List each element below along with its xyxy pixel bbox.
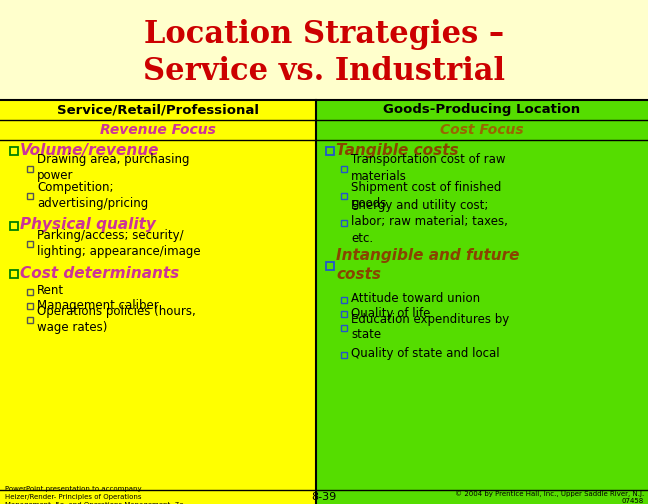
Text: Service vs. Industrial: Service vs. Industrial — [143, 56, 505, 88]
Text: Service/Retail/Professional: Service/Retail/Professional — [57, 103, 259, 116]
Text: Competition;
advertising/pricing: Competition; advertising/pricing — [37, 180, 148, 210]
Bar — [10, 270, 18, 278]
Bar — [10, 222, 18, 230]
Text: Energy and utility cost;
labor; raw material; taxes,
etc.: Energy and utility cost; labor; raw mate… — [351, 200, 508, 244]
Text: Quality of life: Quality of life — [351, 306, 430, 320]
Bar — [341, 325, 347, 331]
Text: 8-39: 8-39 — [312, 492, 336, 502]
Bar — [27, 241, 33, 247]
Bar — [341, 311, 347, 317]
Text: Intangible and future
costs: Intangible and future costs — [336, 248, 520, 282]
Bar — [341, 297, 347, 303]
Bar — [326, 262, 334, 270]
Bar — [10, 147, 18, 155]
Bar — [316, 100, 648, 504]
Text: Drawing area, purchasing
power: Drawing area, purchasing power — [37, 154, 189, 182]
Bar — [0, 100, 316, 504]
Bar — [27, 289, 33, 295]
Text: Attitude toward union: Attitude toward union — [351, 292, 480, 305]
Bar — [341, 193, 347, 199]
Bar — [341, 352, 347, 358]
Bar — [341, 220, 347, 226]
Bar — [27, 317, 33, 323]
Text: Tangible costs: Tangible costs — [336, 143, 459, 157]
Text: Volume/revenue: Volume/revenue — [20, 143, 159, 157]
Text: Transportation cost of raw
materials: Transportation cost of raw materials — [351, 154, 505, 182]
Text: Location Strategies –: Location Strategies – — [144, 20, 504, 50]
Bar — [27, 303, 33, 309]
Text: Goods-Producing Location: Goods-Producing Location — [384, 103, 581, 116]
Text: Cost Focus: Cost Focus — [440, 123, 524, 137]
Bar — [27, 193, 33, 199]
Text: Education expenditures by
state: Education expenditures by state — [351, 312, 509, 342]
Bar — [27, 166, 33, 172]
Text: © 2004 by Prentice Hall, Inc., Upper Saddle River, N.J.
07458: © 2004 by Prentice Hall, Inc., Upper Sad… — [455, 490, 644, 504]
Text: Operations policies (hours,
wage rates): Operations policies (hours, wage rates) — [37, 304, 196, 334]
Text: Physical quality: Physical quality — [20, 218, 156, 232]
Text: Rent: Rent — [37, 284, 64, 297]
Text: Management caliber: Management caliber — [37, 298, 159, 311]
Text: PowerPoint presentation to accompany
Heizer/Render- Principles of Operations
Man: PowerPoint presentation to accompany Hei… — [5, 486, 183, 504]
Text: Parking/access; security/
lighting; appearance/image: Parking/access; security/ lighting; appe… — [37, 228, 201, 258]
Bar — [341, 166, 347, 172]
Text: Cost determinants: Cost determinants — [20, 266, 179, 281]
Text: Shipment cost of finished
goods: Shipment cost of finished goods — [351, 180, 502, 210]
Text: Quality of state and local: Quality of state and local — [351, 347, 500, 360]
Text: Revenue Focus: Revenue Focus — [100, 123, 216, 137]
Bar — [0, 0, 648, 100]
Bar — [326, 147, 334, 155]
